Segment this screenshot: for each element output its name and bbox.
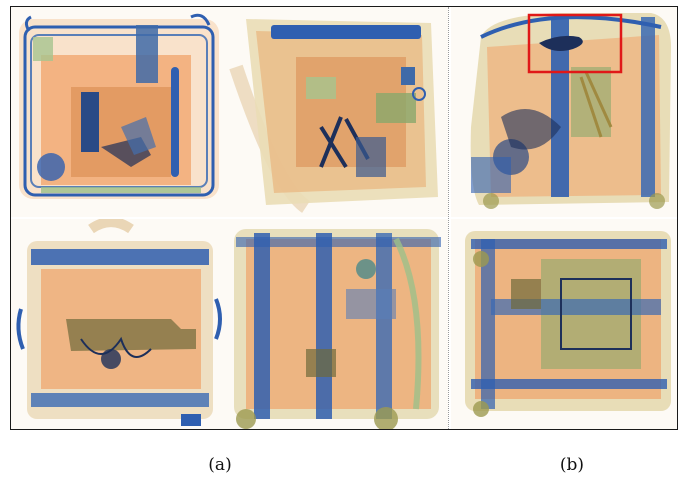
scan-bag-top-right: [451, 7, 677, 217]
scan-bag-top-left: [11, 7, 226, 217]
caption-right-panel: (b): [559, 455, 585, 475]
figure-frame: [10, 6, 678, 430]
scan-bag-bottom-middle: [226, 219, 448, 429]
scan-bag-bottom-right: [451, 219, 677, 429]
scan-bag-top-middle: [226, 7, 448, 217]
scan-bag-bottom-left: [11, 219, 226, 429]
panel-divider: [448, 7, 449, 429]
caption-left-panel: (a): [208, 455, 232, 475]
highlight-box: [527, 13, 623, 74]
